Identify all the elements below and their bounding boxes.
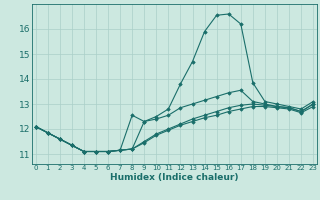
X-axis label: Humidex (Indice chaleur): Humidex (Indice chaleur) bbox=[110, 173, 239, 182]
